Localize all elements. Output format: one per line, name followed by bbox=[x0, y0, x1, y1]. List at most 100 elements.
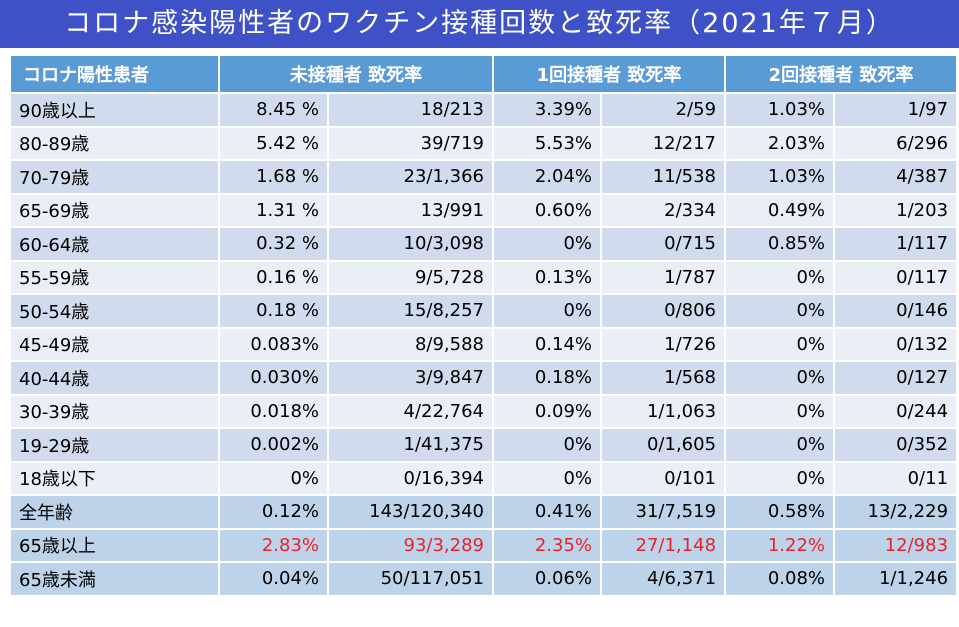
two-dose-rate-cell: 0% bbox=[724, 360, 836, 396]
unvaccinated-rate-cell: 0.030% bbox=[218, 360, 329, 396]
two-dose-rate-cell: 0% bbox=[724, 293, 836, 329]
two-dose-rate-cell: 0.58% bbox=[724, 494, 836, 530]
one-dose-count-cell: 27/1,148 bbox=[599, 527, 727, 563]
unvaccinated-count-cell: 93/3,289 bbox=[327, 527, 494, 563]
two-dose-rate-cell: 0% bbox=[724, 460, 836, 496]
two-dose-count-cell: 12/983 bbox=[833, 527, 959, 563]
two-dose-rate-cell: 0% bbox=[724, 393, 836, 429]
table-body: 90歳以上 8.45 % 18/213 3.39% 2/59 1.03% 1/97 80-89… bbox=[9, 92, 959, 597]
row-label: 60-64歳 bbox=[9, 226, 220, 262]
two-dose-count-cell: 0/244 bbox=[833, 393, 959, 429]
one-dose-rate-cell: 0% bbox=[492, 427, 602, 463]
one-dose-rate-cell: 0% bbox=[492, 226, 602, 262]
one-dose-rate-cell: 0.18% bbox=[492, 360, 602, 396]
two-dose-count-cell: 0/117 bbox=[833, 259, 959, 295]
table-row: 全年齢 0.12% 143/120,340 0.41% 31/7,519 0.58% 13/… bbox=[9, 494, 959, 530]
row-label: 65歳未満 bbox=[9, 561, 220, 597]
two-dose-rate-cell: 0% bbox=[724, 326, 836, 362]
unvaccinated-count-cell: 10/3,098 bbox=[327, 226, 494, 262]
unvaccinated-rate-cell: 0.18 % bbox=[218, 293, 329, 329]
row-label: 19-29歳 bbox=[9, 427, 220, 463]
table-row: 70-79歳 1.68 % 23/1,366 2.04% 11/538 1.03% 4/38… bbox=[9, 159, 959, 195]
two-dose-rate-cell: 0.08% bbox=[724, 561, 836, 597]
unvaccinated-count-cell: 0/16,394 bbox=[327, 460, 494, 496]
row-label: 90歳以上 bbox=[9, 92, 220, 128]
row-label: 18歳以下 bbox=[9, 460, 220, 496]
table-row: 65歳以上 2.83% 93/3,289 2.35% 27/1,148 1.22% 12/9… bbox=[9, 527, 959, 563]
one-dose-rate-cell: 0.60% bbox=[492, 192, 602, 228]
row-label: 55-59歳 bbox=[9, 259, 220, 295]
two-dose-count-cell: 1/97 bbox=[833, 92, 959, 128]
table-row: 19-29歳 0.002% 1/41,375 0% 0/1,605 0% 0/352 bbox=[9, 427, 959, 463]
table-row: 65-69歳 1.31 % 13/991 0.60% 2/334 0.49% 1/203 bbox=[9, 192, 959, 228]
one-dose-count-cell: 0/806 bbox=[599, 293, 727, 329]
unvaccinated-count-cell: 4/22,764 bbox=[327, 393, 494, 429]
one-dose-count-cell: 1/726 bbox=[599, 326, 727, 362]
two-dose-count-cell: 0/352 bbox=[833, 427, 959, 463]
table-row: 60-64歳 0.32 % 10/3,098 0% 0/715 0.85% 1/117 bbox=[9, 226, 959, 262]
header-group: コロナ陽性患者 bbox=[9, 54, 220, 94]
unvaccinated-rate-cell: 0.002% bbox=[218, 427, 329, 463]
unvaccinated-rate-cell: 2.83% bbox=[218, 527, 329, 563]
two-dose-rate-cell: 0.85% bbox=[724, 226, 836, 262]
two-dose-count-cell: 0/11 bbox=[833, 460, 959, 496]
two-dose-count-cell: 0/127 bbox=[833, 360, 959, 396]
unvaccinated-rate-cell: 0.16 % bbox=[218, 259, 329, 295]
one-dose-rate-cell: 0% bbox=[492, 293, 602, 329]
fatality-table-container: コロナ陽性患者 未接種者 致死率 1回接種者 致死率 2回接種者 致死率 90歳… bbox=[9, 54, 959, 623]
table-row: 50-54歳 0.18 % 15/8,257 0% 0/806 0% 0/146 bbox=[9, 293, 959, 329]
one-dose-count-cell: 1/1,063 bbox=[599, 393, 727, 429]
page-title: コロナ感染陽性者のワクチン接種回数と致死率（2021年７月） bbox=[0, 0, 959, 48]
unvaccinated-count-cell: 9/5,728 bbox=[327, 259, 494, 295]
unvaccinated-count-cell: 8/9,588 bbox=[327, 326, 494, 362]
one-dose-count-cell: 2/59 bbox=[599, 92, 727, 128]
one-dose-count-cell: 1/787 bbox=[599, 259, 727, 295]
unvaccinated-rate-cell: 0.32 % bbox=[218, 226, 329, 262]
one-dose-rate-cell: 0% bbox=[492, 460, 602, 496]
unvaccinated-rate-cell: 5.42 % bbox=[218, 125, 329, 161]
row-label: 65-69歳 bbox=[9, 192, 220, 228]
two-dose-count-cell: 1/117 bbox=[833, 226, 959, 262]
one-dose-rate-cell: 0.14% bbox=[492, 326, 602, 362]
unvaccinated-count-cell: 1/41,375 bbox=[327, 427, 494, 463]
unvaccinated-count-cell: 3/9,847 bbox=[327, 360, 494, 396]
two-dose-rate-cell: 0% bbox=[724, 427, 836, 463]
one-dose-count-cell: 1/568 bbox=[599, 360, 727, 396]
header-one-dose: 1回接種者 致死率 bbox=[491, 54, 727, 94]
two-dose-rate-cell: 1.22% bbox=[724, 527, 836, 563]
one-dose-count-cell: 11/538 bbox=[599, 159, 727, 195]
one-dose-count-cell: 0/715 bbox=[599, 226, 727, 262]
row-label: 65歳以上 bbox=[9, 527, 220, 563]
table-row: 80-89歳 5.42 % 39/719 5.53% 12/217 2.03% 6/296 bbox=[9, 125, 959, 161]
unvaccinated-rate-cell: 0% bbox=[218, 460, 329, 496]
two-dose-rate-cell: 1.03% bbox=[724, 159, 836, 195]
two-dose-count-cell: 0/132 bbox=[833, 326, 959, 362]
two-dose-count-cell: 1/1,246 bbox=[833, 561, 959, 597]
table-row: 55-59歳 0.16 % 9/5,728 0.13% 1/787 0% 0/117 bbox=[9, 259, 959, 295]
one-dose-rate-cell: 5.53% bbox=[492, 125, 602, 161]
header-row: コロナ陽性患者 未接種者 致死率 1回接種者 致死率 2回接種者 致死率 bbox=[9, 54, 959, 94]
row-label: 80-89歳 bbox=[9, 125, 220, 161]
one-dose-count-cell: 31/7,519 bbox=[599, 494, 727, 530]
unvaccinated-rate-cell: 1.31 % bbox=[218, 192, 329, 228]
one-dose-rate-cell: 0.13% bbox=[492, 259, 602, 295]
unvaccinated-rate-cell: 8.45 % bbox=[218, 92, 329, 128]
two-dose-count-cell: 4/387 bbox=[833, 159, 959, 195]
two-dose-rate-cell: 0.49% bbox=[724, 192, 836, 228]
two-dose-count-cell: 6/296 bbox=[833, 125, 959, 161]
row-label: 70-79歳 bbox=[9, 159, 220, 195]
unvaccinated-count-cell: 50/117,051 bbox=[327, 561, 494, 597]
unvaccinated-count-cell: 13/991 bbox=[327, 192, 494, 228]
two-dose-rate-cell: 1.03% bbox=[724, 92, 836, 128]
unvaccinated-count-cell: 15/8,257 bbox=[327, 293, 494, 329]
table-row: 18歳以下 0% 0/16,394 0% 0/101 0% 0/11 bbox=[9, 460, 959, 496]
table-row: 45-49歳 0.083% 8/9,588 0.14% 1/726 0% 0/132 bbox=[9, 326, 959, 362]
two-dose-rate-cell: 0% bbox=[724, 259, 836, 295]
table-row: 40-44歳 0.030% 3/9,847 0.18% 1/568 0% 0/127 bbox=[9, 360, 959, 396]
one-dose-count-cell: 4/6,371 bbox=[599, 561, 727, 597]
two-dose-count-cell: 1/203 bbox=[833, 192, 959, 228]
one-dose-count-cell: 2/334 bbox=[599, 192, 727, 228]
table-row: 30-39歳 0.018% 4/22,764 0.09% 1/1,063 0% 0/244 bbox=[9, 393, 959, 429]
row-label: 30-39歳 bbox=[9, 393, 220, 429]
table-row: 90歳以上 8.45 % 18/213 3.39% 2/59 1.03% 1/97 bbox=[9, 92, 959, 128]
